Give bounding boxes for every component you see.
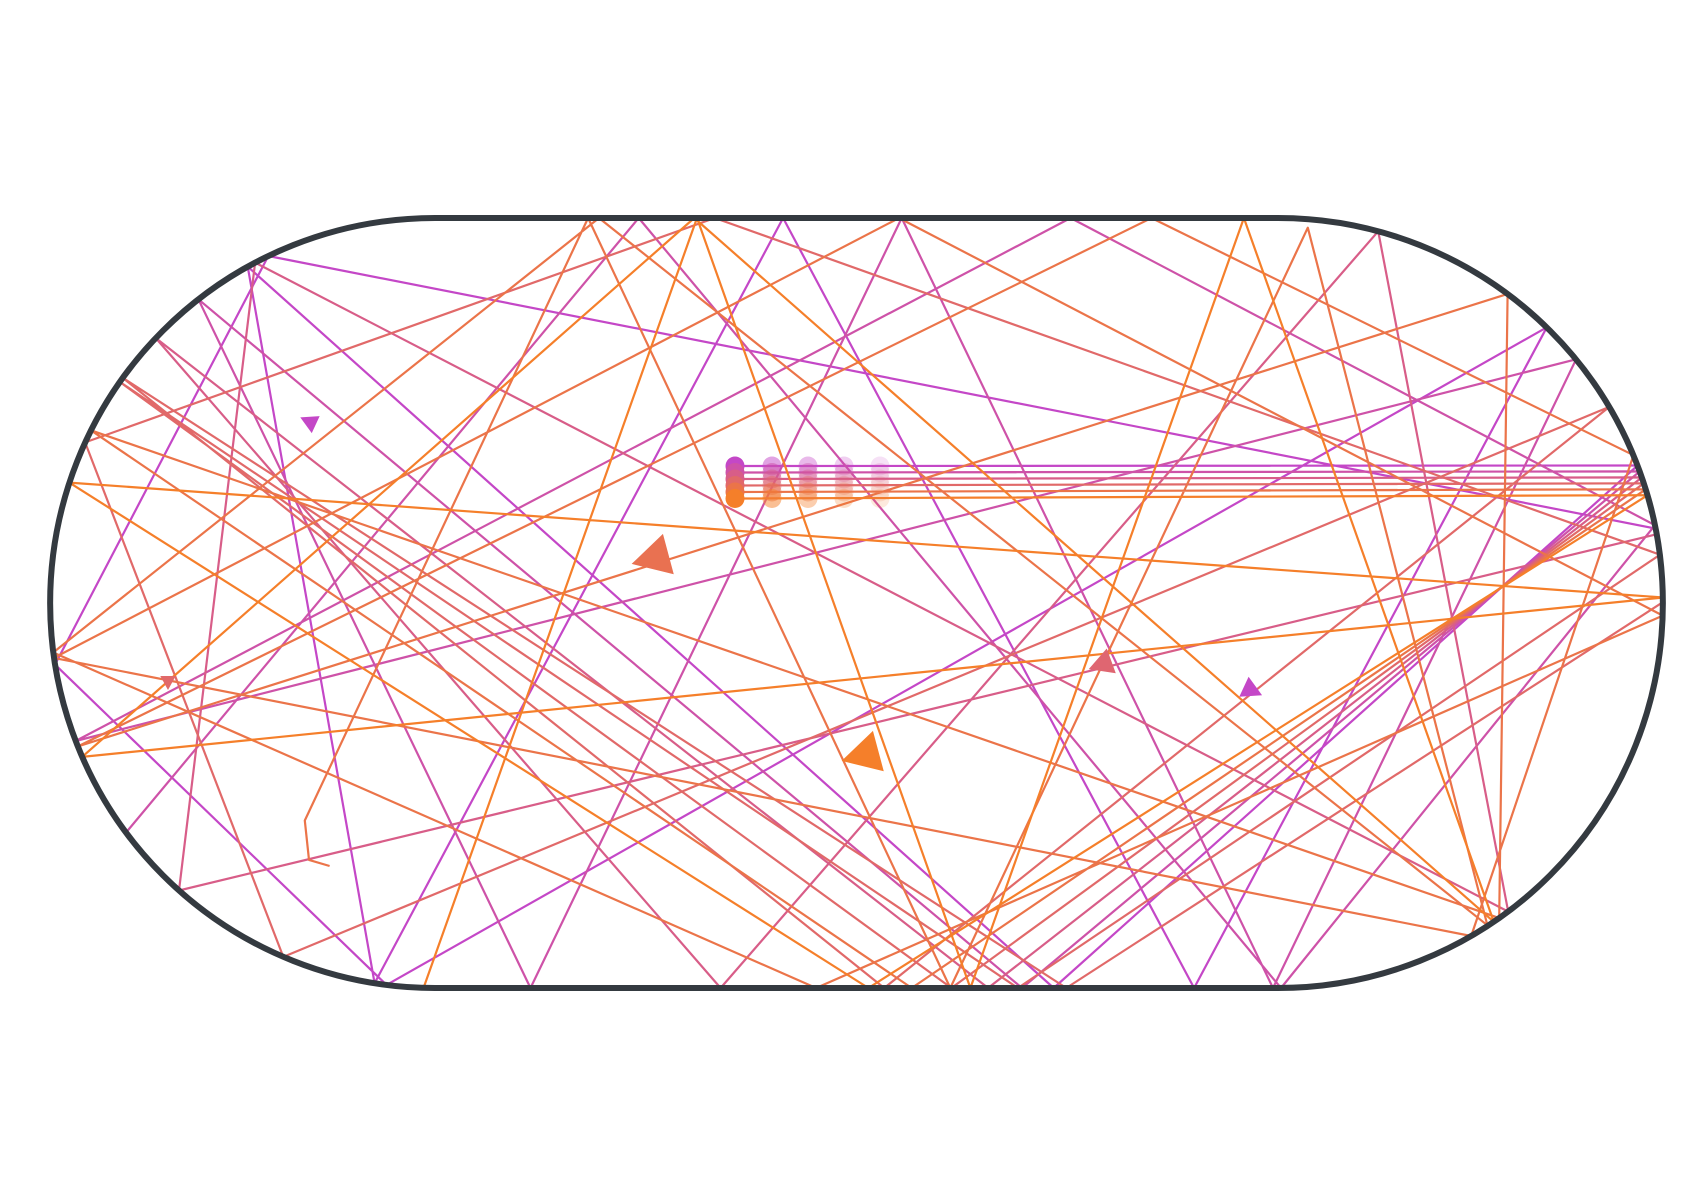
trajectory-2 xyxy=(74,216,1657,990)
direction-arrow-icon xyxy=(841,730,884,772)
particle-marker xyxy=(870,482,890,502)
direction-arrow-icon xyxy=(1239,676,1263,697)
particle-marker xyxy=(798,482,818,502)
trajectory-6 xyxy=(68,216,1665,990)
particle-marker xyxy=(870,476,890,495)
particle-marker xyxy=(834,489,854,508)
particle-marker xyxy=(870,489,890,508)
particle-marker xyxy=(725,489,745,508)
particle-marker xyxy=(870,456,890,476)
direction-arrows xyxy=(160,416,1263,772)
trajectory-4 xyxy=(83,216,1664,990)
trajectory-3 xyxy=(154,230,1658,990)
direction-arrow-icon xyxy=(300,416,320,434)
trajectory-lines xyxy=(52,216,1665,990)
particle-marker xyxy=(798,469,818,489)
trajectory-1 xyxy=(53,216,1656,990)
particle-marker xyxy=(834,476,854,495)
particle-marker xyxy=(834,456,854,476)
particle-marker xyxy=(834,463,854,482)
stadium-boundary xyxy=(47,215,1666,991)
particle-marker xyxy=(762,489,782,508)
particle-marker xyxy=(798,476,818,495)
direction-arrow-icon xyxy=(631,533,674,575)
particle-marker xyxy=(870,463,890,482)
particle-marker xyxy=(834,469,854,489)
particle-marker xyxy=(798,463,818,482)
particle-trail xyxy=(725,456,890,508)
trajectory-5 xyxy=(52,216,1664,990)
particle-marker xyxy=(870,469,890,489)
direction-arrow-icon xyxy=(160,676,176,690)
particle-marker xyxy=(834,482,854,502)
particle-marker xyxy=(798,489,818,508)
direction-arrow-icon xyxy=(1088,648,1116,674)
particle-marker xyxy=(798,456,818,476)
